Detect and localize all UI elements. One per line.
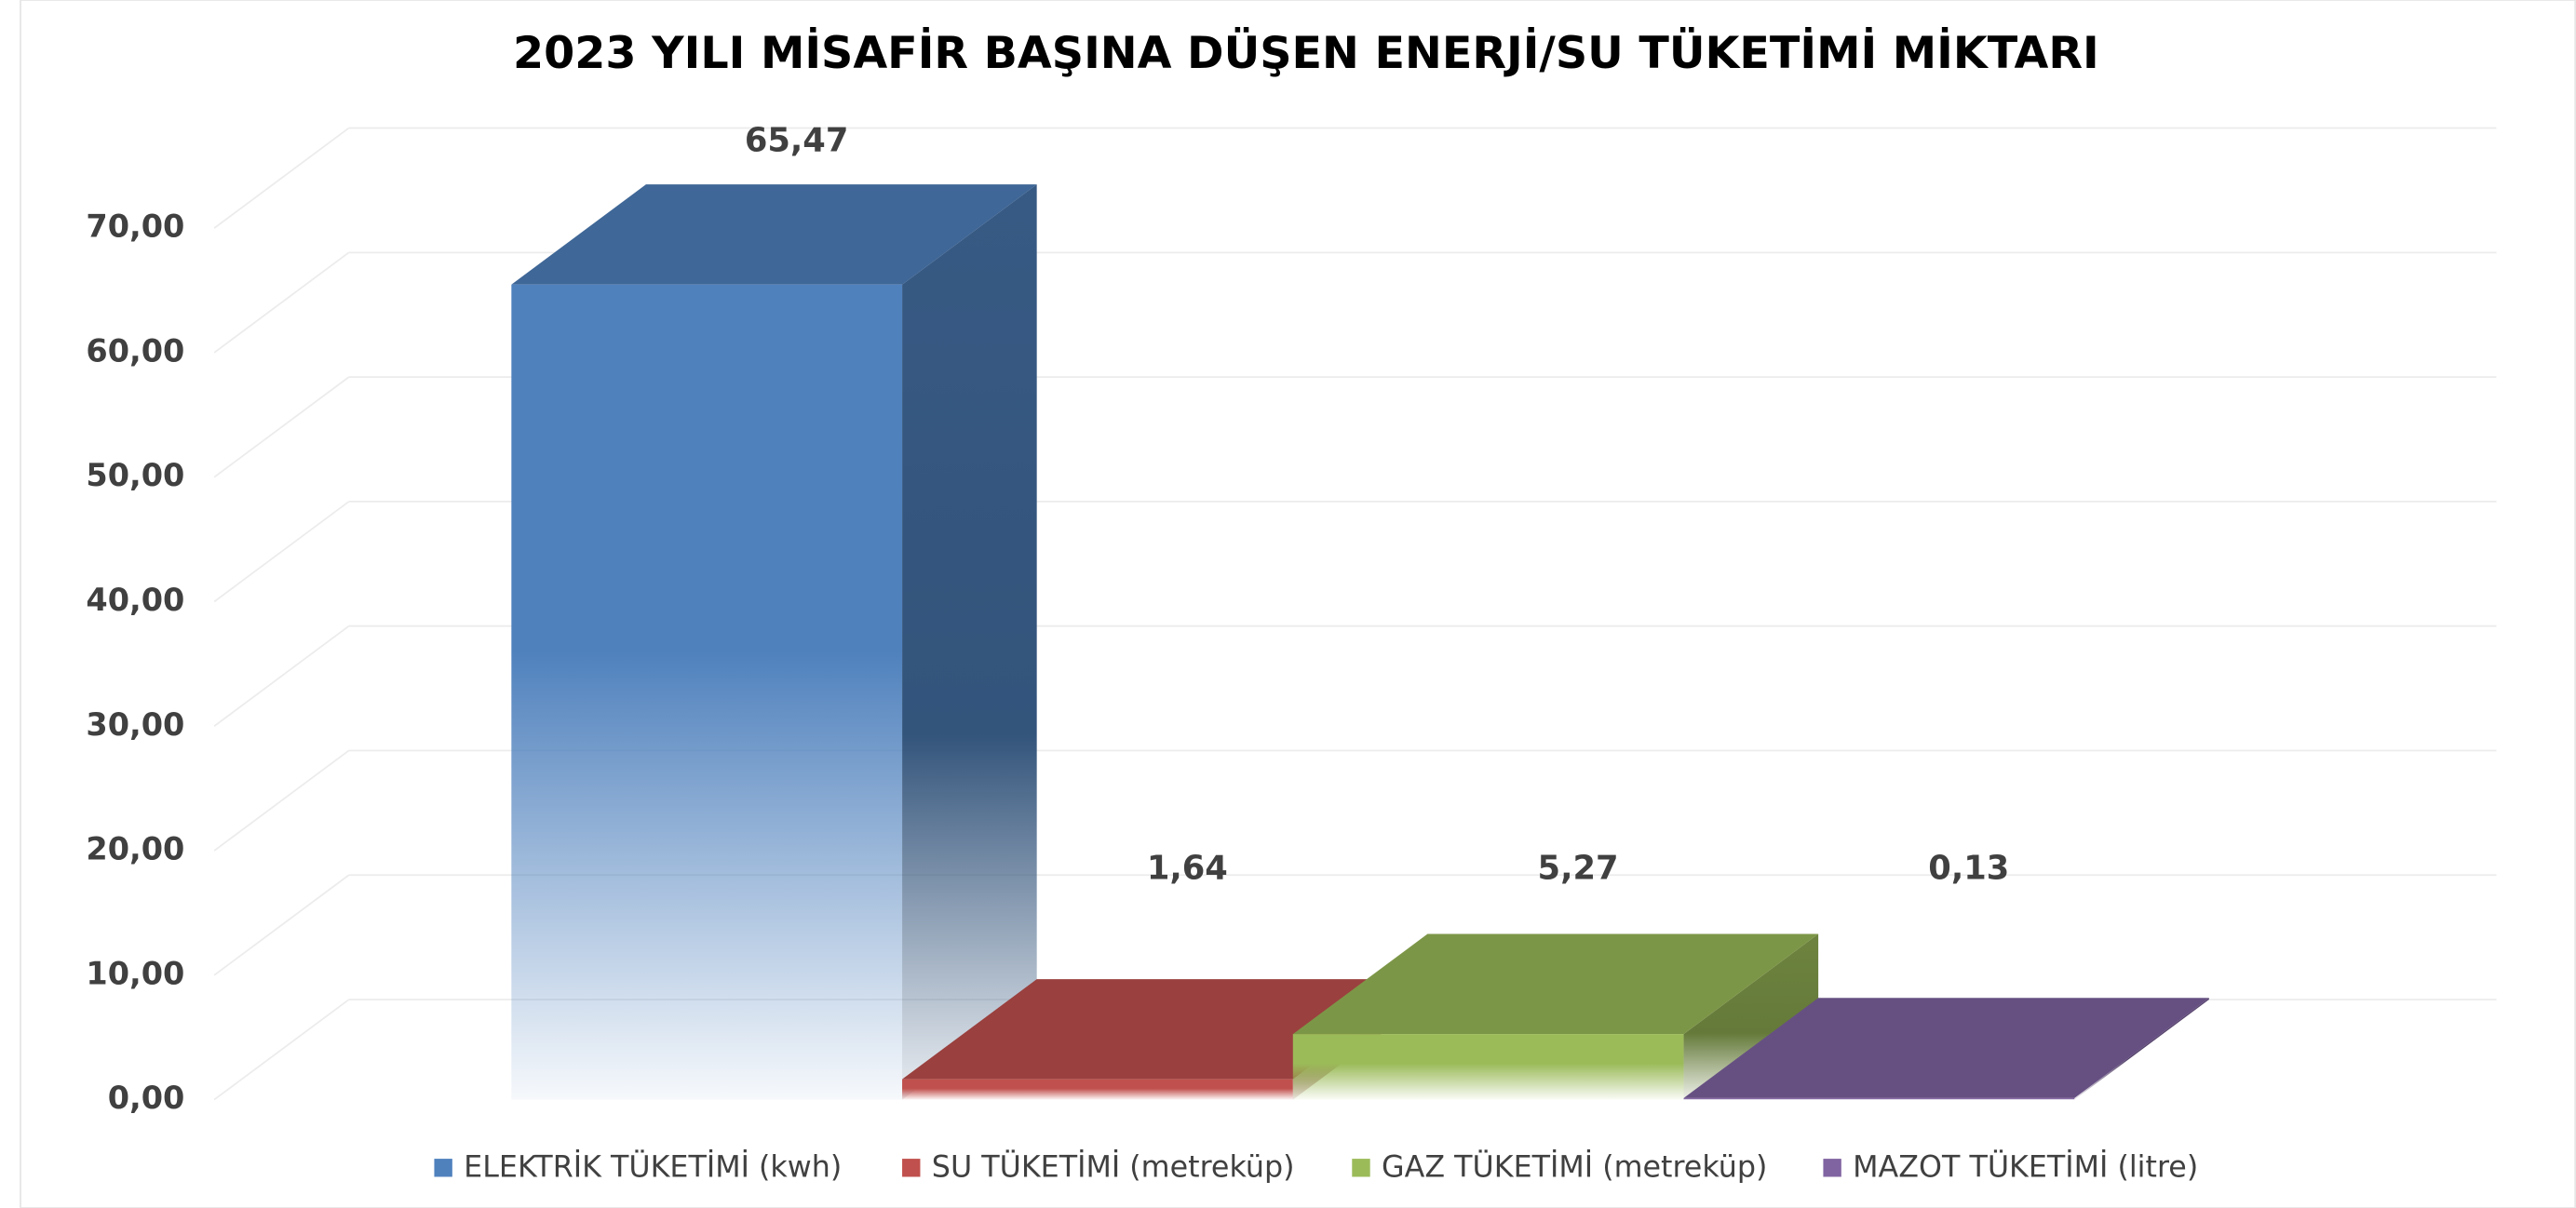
y-tick-label: 0,00 (108, 1080, 185, 1116)
value-label: 1,64 (1147, 850, 1228, 888)
bar-side (902, 184, 1037, 1100)
bar-front (902, 1079, 1293, 1100)
bar-front (1292, 1034, 1684, 1100)
grid-line-side (213, 127, 350, 229)
y-tick-label: 70,00 (86, 208, 184, 245)
bar-front (1683, 1097, 2075, 1100)
legend-swatch (1823, 1159, 1841, 1177)
value-label: 0,13 (1928, 850, 2009, 888)
value-label: 5,27 (1538, 850, 1619, 888)
y-tick-label: 50,00 (86, 457, 184, 493)
legend-swatch (434, 1159, 452, 1177)
legend-label: SU TÜKETİMİ (metreküp) (932, 1149, 1295, 1185)
bar-side (1683, 933, 1819, 1100)
grid-line-side (213, 624, 350, 727)
legend-swatch (902, 1159, 921, 1177)
legend-label: MAZOT TÜKETİMİ (litre) (1853, 1149, 2198, 1185)
legend-label: ELEKTRİK TÜKETİMİ (kwh) (464, 1149, 842, 1185)
bar-top (1292, 933, 1819, 1035)
grid-line-side (213, 874, 350, 976)
y-tick-label: 40,00 (86, 582, 184, 618)
bar-front (511, 284, 903, 1100)
grid-line-side (213, 376, 350, 478)
grid-line-side (213, 251, 350, 354)
grid-line-side (213, 999, 350, 1101)
y-tick-label: 10,00 (86, 955, 184, 991)
legend-swatch (1352, 1159, 1370, 1177)
bar-side (2074, 998, 2209, 1100)
value-label: 65,47 (745, 121, 849, 159)
y-tick-label: 30,00 (86, 706, 184, 743)
bar-top (1683, 998, 2209, 1098)
legend-label: GAZ TÜKETİMİ (metreküp) (1382, 1149, 1767, 1185)
grid-line-side (213, 501, 350, 603)
chart-title: 2023 YILI MİSAFİR BAŞINA DÜŞEN ENERJİ/SU… (513, 26, 2099, 79)
y-tick-label: 20,00 (86, 831, 184, 867)
bar-top (511, 184, 1037, 285)
grid-line-side (213, 749, 350, 852)
y-tick-label: 60,00 (86, 332, 184, 369)
